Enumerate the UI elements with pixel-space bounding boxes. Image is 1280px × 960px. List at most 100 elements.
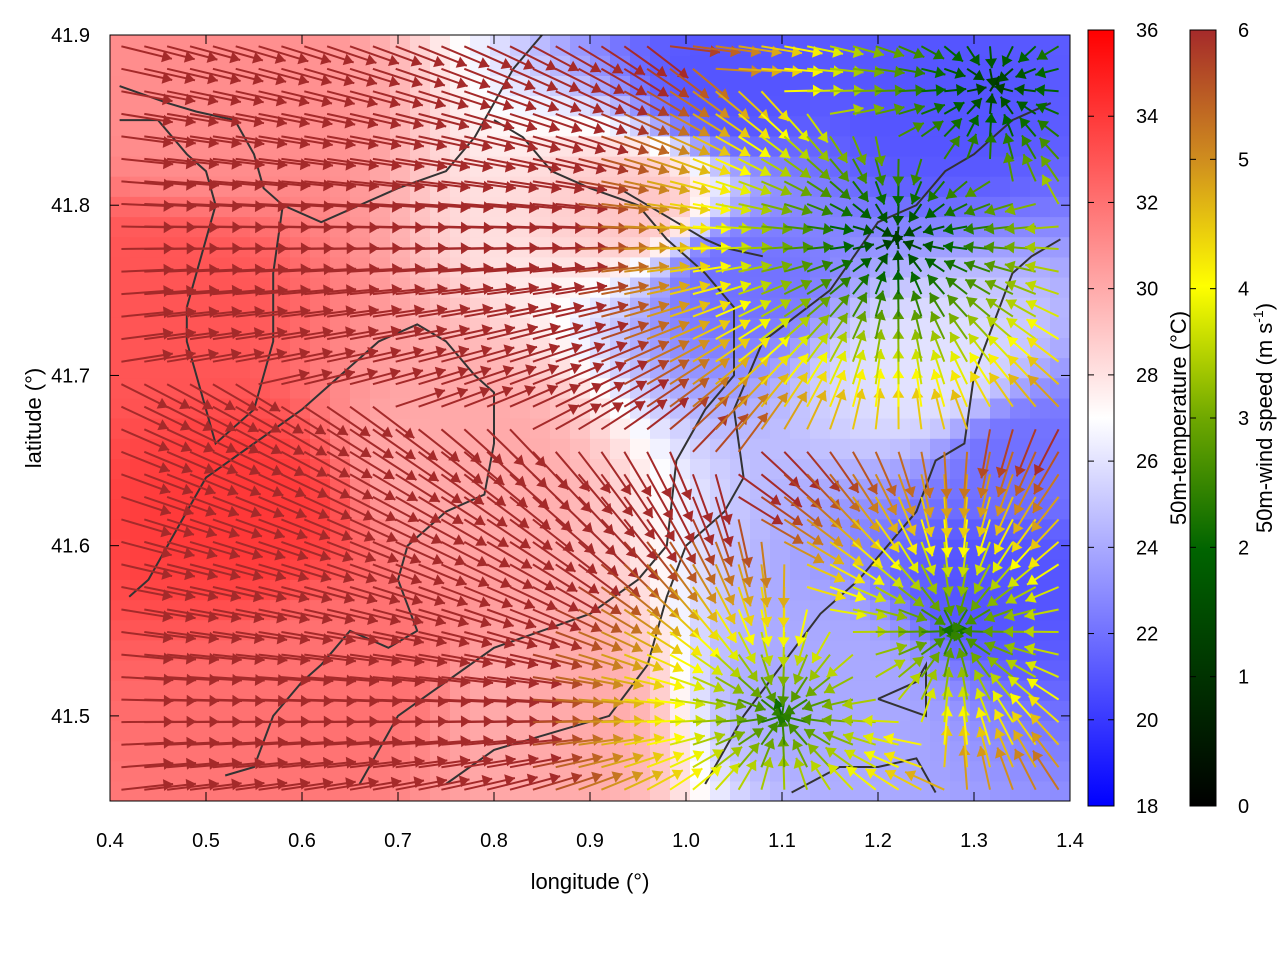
heatmap-cell xyxy=(670,297,691,318)
heatmap-cell xyxy=(730,75,751,97)
heatmap-cell xyxy=(230,659,251,681)
heatmap-cell xyxy=(890,357,911,379)
heatmap-cell xyxy=(1050,55,1070,76)
wind-vector-head xyxy=(450,492,462,504)
heatmap-cell xyxy=(630,478,651,500)
wind-vector-head xyxy=(595,162,607,175)
heatmap-cell xyxy=(1050,317,1070,338)
heatmap-cell xyxy=(330,659,351,681)
heatmap-cell xyxy=(110,639,131,661)
wind-vector-head xyxy=(506,262,517,275)
heatmap-cell xyxy=(150,377,171,399)
wind-vector-head xyxy=(388,593,400,605)
heatmap-cell xyxy=(930,55,951,76)
wind-vector-head xyxy=(527,161,539,173)
wind-vector-head xyxy=(159,483,171,495)
wind-vector-head xyxy=(410,573,422,585)
wind-vector-head xyxy=(227,505,239,518)
heatmap-cell xyxy=(890,438,911,459)
heatmap-cell xyxy=(870,639,891,661)
wind-vector-head xyxy=(248,443,260,454)
wind-vector-head xyxy=(405,469,417,480)
wind-vector-head xyxy=(230,590,241,602)
wind-vector-head xyxy=(228,527,240,539)
heatmap-cell xyxy=(850,377,871,399)
plot-area xyxy=(110,35,1070,801)
heatmap-cell xyxy=(950,438,971,459)
wind-vector-head xyxy=(549,772,561,785)
heatmap-cell xyxy=(210,55,231,76)
heatmap-cell xyxy=(430,680,451,701)
wind-vector-head xyxy=(580,501,592,513)
heatmap-cell xyxy=(110,135,131,157)
colorbar-tick-label: 36 xyxy=(1136,20,1158,42)
heatmap-cell xyxy=(130,135,151,157)
heatmap-cell xyxy=(970,216,991,238)
wind-vector-head xyxy=(475,535,487,546)
heatmap-cell xyxy=(1050,418,1070,439)
heatmap-cell xyxy=(1050,115,1070,137)
wind-vector-head xyxy=(460,735,471,748)
contour-line xyxy=(445,102,1052,785)
heatmap-cell xyxy=(370,518,391,540)
heatmap-cell xyxy=(1050,75,1070,97)
wind-vector-head xyxy=(251,548,263,560)
wind-vector-head xyxy=(205,526,217,538)
wind-vector-head xyxy=(247,421,259,433)
heatmap-cell xyxy=(790,438,811,459)
heatmap-cell xyxy=(290,256,311,278)
heatmap-cell xyxy=(530,458,551,480)
heatmap-cell xyxy=(990,760,1011,782)
wind-vector-head xyxy=(298,612,310,624)
wind-vector-head xyxy=(186,673,197,686)
heatmap-cell xyxy=(110,357,131,379)
wind-vector-head xyxy=(458,775,470,788)
heatmap-cell xyxy=(290,236,311,258)
heatmap-cell xyxy=(370,720,391,742)
wind-vector-head xyxy=(557,478,569,490)
wind-vector-head xyxy=(162,93,173,106)
wind-vector-head xyxy=(414,200,425,213)
heatmap-cell xyxy=(910,35,931,56)
heatmap-cell xyxy=(110,740,131,762)
wind-vector-head xyxy=(457,98,469,110)
wind-vector-head xyxy=(299,116,310,128)
wind-vector-head xyxy=(321,347,333,360)
heatmap-cell xyxy=(710,418,731,439)
wind-vector-head xyxy=(481,139,493,152)
wind-vector-head xyxy=(390,117,401,130)
wind-vector-head xyxy=(454,554,466,566)
heatmap-cell xyxy=(1030,780,1051,801)
heatmap-cell xyxy=(870,297,891,318)
wind-vector-head xyxy=(542,559,554,570)
wind-vector-head xyxy=(547,363,559,375)
heatmap-cell xyxy=(270,579,291,601)
heatmap-cell xyxy=(850,357,871,379)
wind-vector-head xyxy=(364,551,376,563)
wind-vector-head xyxy=(179,398,191,410)
heatmap-cell xyxy=(1010,619,1031,641)
heatmap-cell xyxy=(890,135,911,157)
heatmap-cell xyxy=(110,155,131,177)
colorbar-tick-label: 3 xyxy=(1238,408,1249,430)
heatmap-cell xyxy=(1050,377,1070,399)
wind-vector-head xyxy=(163,178,174,191)
heatmap-cell xyxy=(550,135,571,157)
heatmap-cell xyxy=(1050,438,1070,459)
heatmap-cell xyxy=(590,35,611,56)
heatmap-cell xyxy=(1030,418,1051,439)
wind-vector-head xyxy=(517,517,529,528)
heatmap-cell xyxy=(830,680,851,701)
heatmap-cell xyxy=(510,700,531,721)
wind-vector-head xyxy=(456,387,468,399)
wind-vector-head xyxy=(184,93,196,106)
heatmap-cell xyxy=(990,35,1011,56)
heatmap-cell xyxy=(150,35,171,56)
wind-vector-head xyxy=(367,346,378,359)
heatmap-cell xyxy=(270,720,291,742)
heatmap-cell xyxy=(450,680,471,701)
heatmap-cell xyxy=(350,700,371,721)
heatmap-cell xyxy=(230,680,251,701)
heatmap-cell xyxy=(1050,599,1070,621)
